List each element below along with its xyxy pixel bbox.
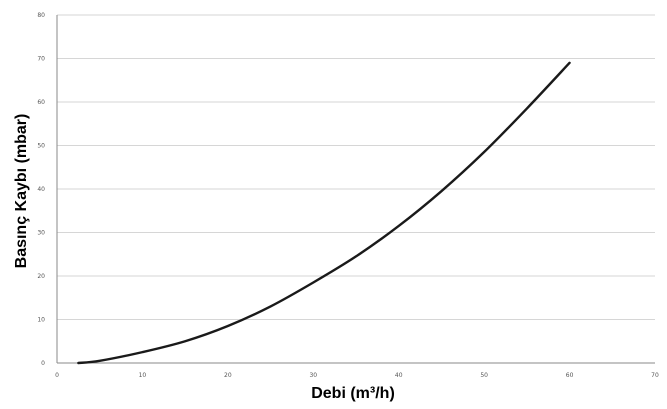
x-axis-title: Debi (m³/h) xyxy=(311,385,395,402)
y-tick-label: 60 xyxy=(37,99,45,106)
gridlines xyxy=(57,14,655,320)
x-tick-label: 40 xyxy=(395,372,403,379)
y-tick-label: 40 xyxy=(37,186,45,193)
y-tick-label: 20 xyxy=(37,273,45,280)
x-tick-label: 30 xyxy=(309,372,317,379)
y-tick-label: 30 xyxy=(37,230,45,237)
x-tick-label: 10 xyxy=(139,372,147,379)
x-tick-label: 20 xyxy=(224,372,232,379)
y-tick-label: 50 xyxy=(37,143,45,150)
tick-labels: 0 10 20 30 40 50 60 70 80 0 10 20 30 40 50 60 70 xyxy=(37,12,659,379)
x-tick-label: 60 xyxy=(566,372,574,379)
x-tick-label: 0 xyxy=(55,372,59,379)
y-tick-label: 70 xyxy=(37,56,45,63)
y-axis-title: Basınç Kaybı (mbar) xyxy=(13,114,30,269)
y-tick-label: 10 xyxy=(37,317,45,324)
series-group xyxy=(77,61,571,365)
y-tick-label: 80 xyxy=(37,12,45,19)
y-tick-label: 0 xyxy=(41,360,45,367)
axes xyxy=(56,15,655,364)
x-tick-label: 50 xyxy=(480,372,488,379)
x-tick-label: 70 xyxy=(651,372,659,379)
series-line-0 xyxy=(77,61,571,365)
